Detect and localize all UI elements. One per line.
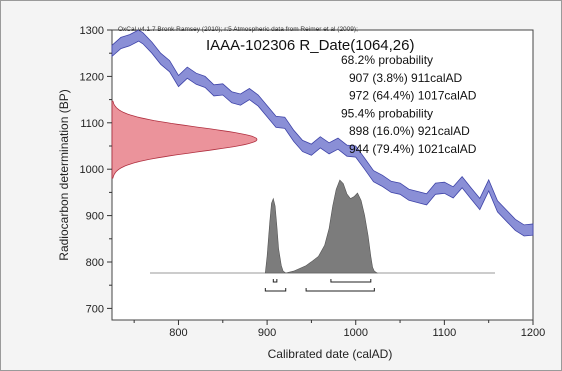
range-bracket xyxy=(330,279,372,283)
axes: 800 900 1000 1100 1200 700 800 900 1000 1100 1200 1… xyxy=(80,25,546,339)
oxcal-credit: OxCal v4.1.7 Bronk Ramsey (2010); r:5 At… xyxy=(118,26,358,33)
range-bracket xyxy=(264,288,287,292)
y-tick-label: 1300 xyxy=(80,25,104,37)
y-tick-label: 700 xyxy=(86,303,104,315)
x-tick-label: 1200 xyxy=(521,327,545,339)
probability-line: 944 (79.4%) 1021calAD xyxy=(349,142,477,156)
x-axis-label: Calibrated date (calAD) xyxy=(268,347,393,361)
probability-line: 972 (64.4%) 1017calAD xyxy=(349,89,477,103)
calibration-curve xyxy=(111,29,534,237)
calibrated-date-distribution xyxy=(150,179,495,274)
radiocarbon-measurement-distribution xyxy=(111,100,258,179)
x-tick-label: 900 xyxy=(258,327,276,339)
calibration-band xyxy=(111,29,534,237)
probability-range-brackets xyxy=(264,279,375,292)
posterior-shape xyxy=(264,179,378,274)
probability-line: 898 (16.0%) 921calAD xyxy=(349,124,470,138)
y-axis-label: Radiocarbon determination (BP) xyxy=(57,89,71,260)
measurement-curve xyxy=(111,100,258,179)
y-tick-label: 1000 xyxy=(80,164,104,176)
probability-line: 907 (3.8%) 911calAD xyxy=(349,71,463,85)
range-bracket xyxy=(305,288,375,292)
range-bracket xyxy=(272,279,278,283)
x-tick-label: 1100 xyxy=(433,327,457,339)
x-tick-label: 1000 xyxy=(343,327,367,339)
y-tick-label: 1200 xyxy=(80,71,104,83)
chart-title: IAAA-102306 R_Date(1064,26) xyxy=(206,37,414,54)
probability-summary: 68.2% probability 907 (3.8%) 911calAD 972 … xyxy=(341,53,477,156)
y-tick-label: 900 xyxy=(86,211,104,223)
y-tick-label: 1100 xyxy=(80,118,104,130)
x-tick-label: 800 xyxy=(169,327,187,339)
probability-line: 95.4% probability xyxy=(341,106,433,120)
y-tick-label: 800 xyxy=(86,257,104,269)
probability-line: 68.2% probability xyxy=(341,53,433,67)
